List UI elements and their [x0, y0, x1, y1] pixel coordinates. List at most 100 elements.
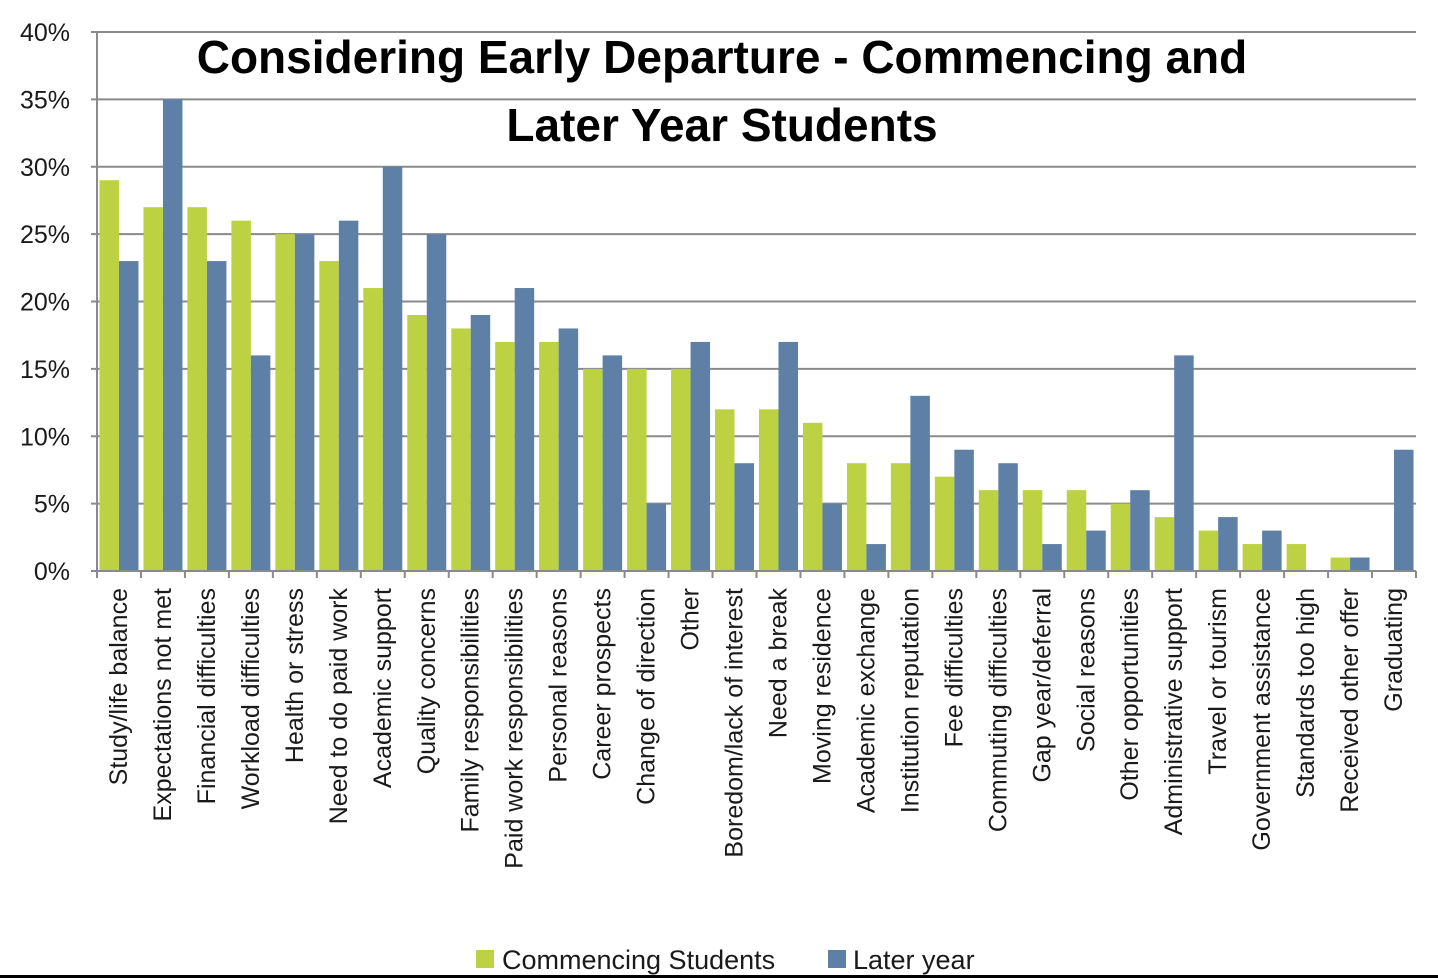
legend-label-commencing: Commencing Students — [502, 945, 775, 975]
category-label: Administrative support — [1160, 588, 1188, 835]
bar-commencing — [275, 234, 295, 571]
bar-commencing — [627, 368, 647, 571]
bar-commencing — [99, 180, 119, 571]
bar-commencing — [1198, 530, 1219, 571]
y-tick-label: 20% — [20, 289, 70, 317]
bar-later-year — [954, 449, 974, 571]
bar-later-year — [558, 328, 579, 571]
category-label: Quality concerns — [413, 588, 441, 774]
bar-later-year — [118, 261, 139, 571]
category-label: Paid work responsibilities — [501, 588, 529, 869]
bar-commencing — [451, 328, 471, 571]
frame-bottom-border — [0, 975, 1438, 978]
bar-commencing — [1330, 557, 1351, 571]
bar-commencing — [143, 207, 163, 572]
bar-later-year — [1086, 530, 1106, 571]
bar-commencing — [1286, 544, 1307, 571]
category-label: Standards too high — [1292, 588, 1320, 798]
category-label: Academic support — [369, 588, 397, 788]
bar-later-year — [822, 503, 842, 571]
category-label: Career prospects — [589, 588, 617, 780]
bar-later-year — [866, 544, 886, 571]
legend-swatch-later-year — [828, 950, 846, 968]
legend-label-later-year: Later year — [853, 945, 975, 975]
bar-commencing — [231, 220, 251, 571]
category-label: Expectations not met — [149, 588, 177, 822]
bar-commencing — [890, 463, 911, 571]
category-label: Change of direction — [633, 588, 661, 805]
bar-later-year — [1218, 517, 1238, 571]
bar-later-year — [778, 341, 798, 571]
bar-commencing — [758, 409, 779, 571]
category-label: Personal reasons — [545, 588, 573, 783]
bar-commencing — [934, 476, 955, 571]
bar-commencing — [407, 314, 427, 571]
category-label: Family responsibilities — [457, 588, 485, 833]
legend-swatch-commencing — [476, 950, 494, 968]
bar-commencing — [1066, 490, 1087, 571]
bar-commencing — [671, 368, 691, 571]
bar-commencing — [1242, 544, 1263, 571]
bar-later-year — [646, 503, 667, 571]
category-label: Fee difficulties — [940, 588, 968, 747]
category-label: Government assistance — [1248, 588, 1276, 851]
y-tick-label: 40% — [20, 19, 70, 47]
bar-later-year — [910, 395, 930, 571]
category-label: Health or stress — [281, 588, 309, 763]
category-label: Study/life balance — [105, 588, 133, 785]
category-label: Need to do paid work — [325, 588, 353, 825]
category-label: Academic exchange — [852, 588, 880, 813]
bar-later-year — [338, 220, 359, 571]
category-label: Financial difficulties — [193, 588, 221, 804]
y-tick-label: 0% — [34, 558, 70, 586]
bar-later-year — [998, 463, 1018, 571]
bar-later-year — [1042, 544, 1062, 571]
y-tick-label: 30% — [20, 154, 70, 182]
bar-commencing — [715, 409, 735, 571]
gridlines — [97, 31, 1416, 505]
category-label: Commuting difficulties — [984, 588, 1012, 832]
bar-commencing — [846, 463, 867, 571]
chart-title-line-2: Later Year Students — [506, 99, 937, 151]
bar-later-year — [1130, 490, 1150, 571]
y-tick-label: 5% — [34, 491, 70, 519]
chart-title-line-1: Considering Early Departure - Commencing… — [197, 31, 1248, 83]
bar-later-year — [1394, 449, 1414, 571]
axes — [91, 31, 1417, 578]
bar-commencing — [978, 490, 999, 571]
y-tick-labels: 0% 5% 10% 15% 20% 25% 30% 35% 40% — [20, 19, 70, 586]
bar-commencing — [802, 422, 823, 571]
category-label: Travel or tourism — [1204, 588, 1232, 775]
bar-later-year — [1350, 557, 1370, 571]
bars — [99, 99, 1414, 572]
bar-commencing — [495, 341, 515, 571]
category-label: Boredom/lack of interest — [721, 588, 749, 858]
bar-later-year — [690, 341, 711, 571]
bar-later-year — [426, 234, 447, 571]
bar-later-year — [382, 166, 403, 571]
bar-commencing — [539, 341, 559, 571]
bar-commencing — [187, 207, 207, 572]
category-label: Received other offer — [1336, 588, 1364, 813]
bar-later-year — [294, 234, 315, 571]
bar-commencing — [319, 261, 339, 571]
bar-later-year — [162, 99, 183, 571]
bar-later-year — [1174, 355, 1194, 571]
y-tick-label: 15% — [20, 356, 70, 384]
legend: Commencing Students Later year — [476, 945, 975, 975]
bar-commencing — [1110, 503, 1131, 571]
chart-title: Considering Early Departure - Commencing… — [197, 31, 1248, 151]
y-tick-label: 10% — [20, 423, 70, 451]
bar-later-year — [602, 355, 623, 571]
bar-later-year — [734, 463, 755, 571]
category-label: Institution reputation — [896, 588, 924, 813]
category-label: Other opportunities — [1116, 588, 1144, 801]
category-label: Gap year/deferral — [1028, 588, 1056, 783]
bar-later-year — [470, 314, 491, 571]
y-tick-label: 35% — [20, 86, 70, 114]
category-label: Workload difficulties — [237, 588, 265, 809]
y-tick-label: 25% — [20, 221, 70, 249]
category-label: Social reasons — [1072, 588, 1100, 752]
bar-commencing — [1154, 517, 1175, 571]
